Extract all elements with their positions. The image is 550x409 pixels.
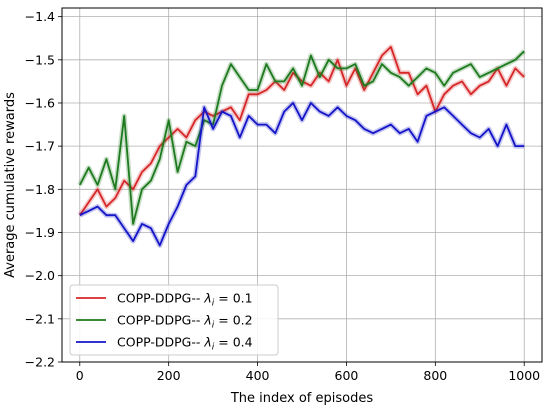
- legend-label-3: COPP-DDPG-- λi = 0.4: [117, 335, 253, 353]
- y-tick-label: −2.1: [25, 311, 55, 326]
- series-line-2: [78, 50, 525, 225]
- x-tick-label: 600: [335, 368, 359, 383]
- y-tick-label: −2.0: [25, 268, 55, 283]
- y-tick-label: −1.6: [25, 95, 55, 110]
- legend-label-value: = 0.4: [214, 335, 252, 350]
- legend-label-symbol: λ: [203, 291, 211, 306]
- x-tick-label: 800: [423, 368, 447, 383]
- legend-label-prefix: COPP-DDPG--: [117, 335, 204, 350]
- legend-label-symbol: λ: [203, 335, 211, 350]
- x-tick-label: 400: [246, 368, 270, 383]
- x-tick-label: 200: [157, 368, 181, 383]
- y-axis-label: Average cumulative rewards: [3, 92, 18, 278]
- legend-label-prefix: COPP-DDPG--: [117, 313, 204, 328]
- series-line-1: [79, 46, 525, 216]
- y-tick-label: −1.8: [25, 182, 55, 197]
- y-axis-ticks: −2.2 −2.1 −2.0 −1.9 −1.8 −1.7 −1.6 −1.5 −1.4: [25, 9, 62, 370]
- y-tick-label: −2.2: [25, 355, 55, 370]
- y-tick-label: −1.9: [25, 225, 55, 240]
- y-tick-label: −1.5: [25, 52, 55, 67]
- legend-label-symbol: λ: [203, 313, 211, 328]
- legend-box: [69, 284, 279, 356]
- plot-frame: [61, 7, 543, 363]
- series-line-3: [79, 102, 525, 247]
- x-axis-label: The index of episodes: [230, 391, 374, 406]
- legend-label-2: COPP-DDPG-- λi = 0.2: [117, 313, 253, 331]
- legend-label-subscript: i: [212, 343, 215, 353]
- y-tick-label: −1.4: [25, 9, 55, 24]
- x-tick-label: 0: [76, 368, 84, 383]
- series-lines: [77, 44, 526, 248]
- y-tick-label: −1.7: [25, 139, 55, 154]
- legend-label-value: = 0.2: [214, 313, 252, 328]
- legend-label-subscript: i: [212, 299, 215, 309]
- legend-label-1: COPP-DDPG-- λi = 0.1: [117, 291, 253, 309]
- legend-label-subscript: i: [212, 321, 215, 331]
- legend-label-prefix: COPP-DDPG--: [117, 291, 204, 306]
- x-tick-label: 1000: [508, 368, 540, 383]
- x-axis-ticks: 0 200 400 600 800 1000: [76, 362, 540, 383]
- legend-label-value: = 0.1: [214, 291, 252, 306]
